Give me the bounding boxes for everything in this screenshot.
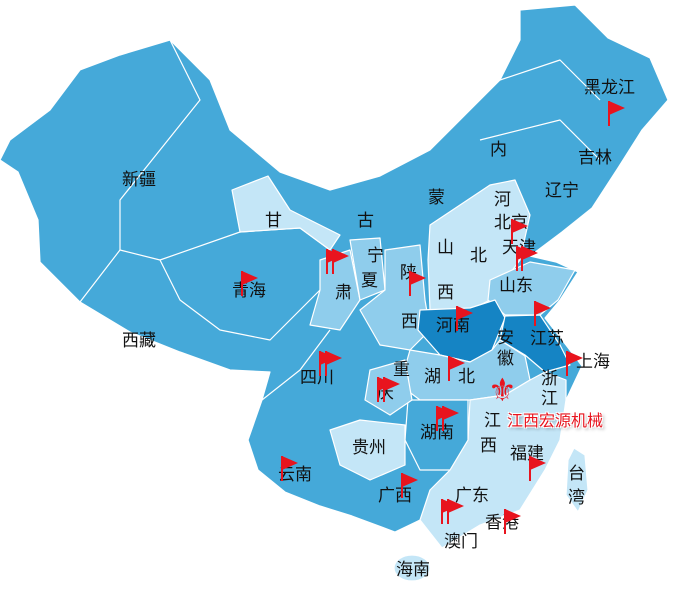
label-zhejiang-1: 浙: [541, 369, 558, 389]
label-liaoning: 辽宁: [545, 181, 579, 201]
label-shanxi-2: 西: [437, 283, 454, 303]
label-ningxia-2: 夏: [361, 271, 378, 291]
flag-icon[interactable]: [240, 270, 260, 296]
label-hebei-2: 北: [470, 246, 487, 266]
label-henan: 河南: [436, 316, 470, 336]
label-anhui-1: 安: [497, 328, 514, 348]
flag-icon[interactable]: [447, 355, 467, 381]
label-xizang: 西藏: [122, 331, 156, 351]
flag-icon[interactable]: [607, 100, 627, 126]
label-anhui-2: 徽: [497, 349, 514, 369]
label-fujian: 福建: [510, 444, 544, 464]
flag-icon[interactable]: [400, 472, 420, 498]
label-zhejiang-2: 江: [541, 389, 558, 409]
label-jiangxi-2: 西: [480, 436, 497, 456]
label-gansu-2: 肃: [335, 283, 352, 303]
label-ningxia-1: 宁: [367, 246, 384, 266]
label-hebei-1: 河: [494, 190, 511, 210]
label-shanghai: 上海: [576, 352, 610, 372]
label-neimeng-1: 内: [490, 140, 507, 160]
flag-icon[interactable]: [441, 405, 461, 431]
label-hunan: 湖南: [420, 423, 454, 443]
label-heilongjiang: 黑龙江: [584, 78, 635, 98]
label-neimeng-3: 古: [357, 211, 374, 231]
label-jilin: 吉林: [578, 148, 612, 168]
label-taiwan-2: 湾: [568, 488, 585, 508]
flag-icon[interactable]: [331, 248, 351, 274]
company-marker-label[interactable]: 江西宏源机械: [507, 411, 604, 430]
label-shanxi-1: 山: [437, 238, 454, 258]
region-taiwan[interactable]: [565, 447, 589, 513]
label-shaanxi-2: 西: [401, 312, 418, 332]
label-shandong: 山东: [499, 276, 533, 296]
flag-icon[interactable]: [533, 300, 553, 326]
label-guangdong: 广东: [455, 486, 489, 506]
label-neimeng-2: 蒙: [428, 188, 445, 208]
region-gansu-south[interactable]: [309, 249, 361, 331]
region-hainan[interactable]: [393, 554, 431, 582]
label-jiangsu: 江苏: [530, 329, 564, 349]
flag-icon[interactable]: [446, 498, 466, 524]
flag-icon[interactable]: [520, 245, 540, 271]
label-jiangxi-1: 江: [484, 411, 501, 431]
label-hainan: 海南: [396, 560, 430, 580]
label-yunnan: 云南: [278, 465, 312, 485]
fleur-de-lis-icon[interactable]: ⚜: [488, 371, 517, 409]
label-chongqing-1: 重: [393, 360, 410, 380]
region-guizhou[interactable]: [329, 419, 406, 481]
flag-icon[interactable]: [408, 270, 428, 296]
label-hubei-1: 湖: [424, 367, 441, 387]
label-hubei-2: 北: [458, 367, 475, 387]
label-macau: 澳门: [444, 532, 478, 552]
flag-icon[interactable]: [503, 508, 523, 534]
flag-icon[interactable]: [565, 350, 585, 376]
label-qinghai: 青海: [232, 281, 266, 301]
region-anhui-hubei[interactable]: [399, 339, 531, 401]
region-gansu[interactable]: [231, 175, 341, 251]
flag-icon[interactable]: [528, 455, 548, 481]
flag-icon[interactable]: [280, 455, 300, 481]
label-taiwan-1: 台: [568, 464, 585, 484]
flag-icon[interactable]: [455, 305, 475, 331]
label-xinjiang: 新疆: [122, 170, 156, 190]
flag-icon[interactable]: [382, 376, 402, 402]
flag-icon[interactable]: [324, 350, 344, 376]
flag-icon[interactable]: [510, 218, 530, 244]
label-guangxi: 广西: [378, 486, 412, 506]
label-gansu-1: 甘: [265, 211, 282, 231]
label-guizhou: 贵州: [352, 438, 386, 458]
